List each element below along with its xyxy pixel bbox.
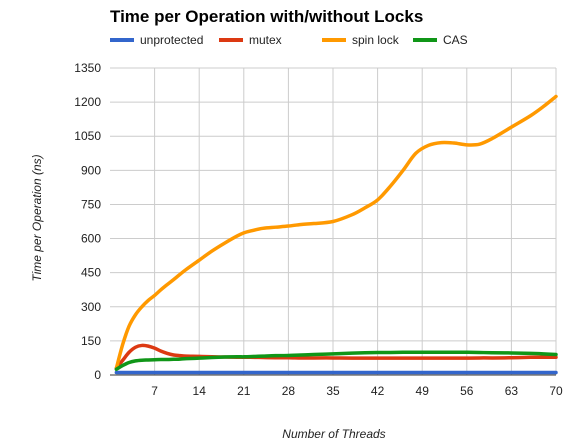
y-tick-label: 600	[81, 232, 101, 246]
x-tick-label: 63	[505, 384, 519, 398]
y-tick-label: 0	[94, 368, 101, 382]
x-tick-label: 42	[371, 384, 385, 398]
x-tick-label: 7	[151, 384, 158, 398]
y-tick-label: 900	[81, 163, 101, 177]
gridlines	[110, 67, 557, 376]
x-tick-label: 28	[282, 384, 296, 398]
y-tick-label: 1050	[74, 129, 101, 143]
x-tick-label: 21	[237, 384, 251, 398]
x-tick-label: 14	[193, 384, 207, 398]
legend-item-mutex: mutex	[219, 33, 282, 47]
series-layer	[114, 94, 558, 375]
y-tick-label: 450	[81, 266, 101, 280]
y-tick-label: 750	[81, 197, 101, 211]
x-tick-label: 56	[460, 384, 474, 398]
series-line-cas	[114, 350, 558, 372]
x-axis-ticks: 7 14 21 28 35 42 49 56 63 70	[151, 384, 563, 398]
x-tick-label: 49	[416, 384, 430, 398]
legend-item-cas: CAS	[413, 33, 468, 47]
y-tick-label: 1200	[74, 95, 101, 109]
legend: unprotected mutex spin lock CAS	[110, 33, 468, 47]
y-tick-label: 150	[81, 334, 101, 348]
y-tick-label: 300	[81, 300, 101, 314]
x-tick-label: 35	[326, 384, 340, 398]
legend-label: mutex	[249, 33, 282, 47]
y-axis-label: Time per Operation (ns)	[30, 154, 44, 281]
y-axis-ticks: 0 150 300 450 600 750 900 1050 1200 1350	[74, 61, 101, 382]
x-axis-label: Number of Threads	[282, 427, 385, 441]
legend-item-spin-lock: spin lock	[322, 33, 400, 47]
legend-item-unprotected: unprotected	[110, 33, 203, 47]
y-tick-label: 1350	[74, 61, 101, 75]
legend-label: spin lock	[352, 33, 400, 47]
series-line-mutex	[114, 343, 558, 370]
series-line-spin-lock	[114, 94, 558, 370]
chart-title: Time per Operation with/without Locks	[110, 7, 423, 26]
legend-label: unprotected	[140, 33, 203, 47]
legend-label: CAS	[443, 33, 468, 47]
x-tick-label: 70	[549, 384, 563, 398]
